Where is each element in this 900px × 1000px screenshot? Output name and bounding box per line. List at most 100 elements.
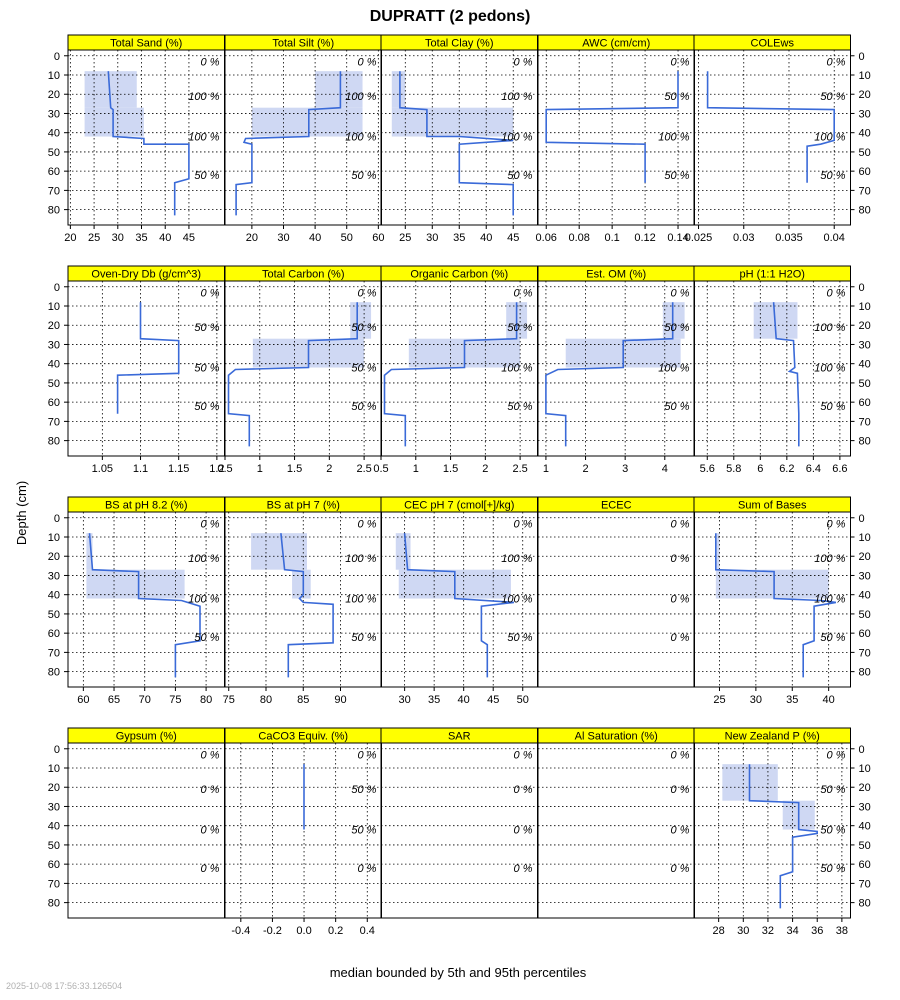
contributing-fraction-label: 0 % — [201, 784, 220, 796]
x-tick-label: 35 — [135, 232, 147, 244]
percentile-band — [86, 569, 185, 599]
y-tick-label: 0 — [859, 282, 865, 294]
panel-content — [225, 743, 382, 918]
x-tick-label: 40 — [823, 694, 835, 706]
contributing-fraction-label: 100 % — [501, 363, 532, 375]
contributing-fraction-label: 100 % — [345, 132, 376, 144]
y-tick-label: 20 — [859, 551, 871, 563]
contributing-fraction-label: 0 % — [358, 519, 377, 531]
y-tick-label: 0 — [54, 744, 60, 756]
y-tick-label: 30 — [48, 339, 60, 351]
contributing-fraction-label: 100 % — [188, 594, 219, 606]
y-tick-label: 70 — [859, 878, 871, 890]
panel-7: Organic Carbon (%) 0 % 50 % 100 % 50 % 0.5 1 1.… — [373, 265, 538, 475]
contributing-fraction-label: 0 % — [201, 519, 220, 531]
median-line — [748, 764, 819, 909]
contributing-fraction-label: 0 % — [358, 863, 377, 875]
contributing-fraction-label: 50 % — [194, 401, 219, 413]
median-line — [714, 533, 837, 678]
panel-strip-label: Total Clay (%) — [425, 38, 493, 50]
y-tick-label: 60 — [48, 628, 60, 640]
contributing-fraction-label: 0 % — [514, 57, 533, 69]
y-tick-label: 30 — [859, 570, 871, 582]
y-tick-label: 50 — [859, 609, 871, 621]
median-line — [383, 302, 518, 447]
y-tick-label: 30 — [48, 570, 60, 582]
panels-layer: Total Sand (%)0 %100 %100 %50 %20 25 30 35 4… — [48, 34, 871, 937]
panel-15: Gypsum (%) 0 % 0 % 0 % 0 % 0 10 20 30 40 50 60 70 80 — [48, 727, 225, 919]
percentile-band — [715, 569, 829, 599]
contributing-fraction-label: 100 % — [501, 132, 532, 144]
x-tick-label: 2 — [482, 463, 488, 475]
percentile-band — [715, 533, 720, 570]
y-tick-label: 80 — [48, 205, 60, 217]
y-tick-label: 0 — [859, 513, 865, 525]
contributing-fraction-label: 0 % — [201, 57, 220, 69]
x-tick-label: 20 — [246, 232, 258, 244]
panel-8: Est. OM (%) 0 % 50 % 100 % 50 % 1 2 3 4 — [537, 265, 695, 475]
x-tick-label: 1 — [413, 463, 419, 475]
contributing-fraction-label: 100 % — [501, 594, 532, 606]
percentile-band — [84, 107, 144, 137]
contributing-fraction-label: 50 % — [507, 632, 532, 644]
percentile-band — [315, 71, 363, 108]
y-tick-label: 20 — [48, 320, 60, 332]
contributing-fraction-label: 50 % — [194, 170, 219, 182]
x-tick-label: 2.5 — [512, 463, 527, 475]
panel-strip-label: Total Silt (%) — [272, 38, 334, 50]
x-tick-label: 36 — [811, 925, 823, 937]
contributing-fraction-label: 50 % — [194, 322, 219, 334]
percentile-band — [350, 302, 372, 339]
contributing-fraction-label: 50 % — [664, 91, 689, 103]
panel-frame — [693, 280, 851, 457]
x-tick-label: 0.06 — [536, 232, 557, 244]
contributing-fraction-label: 50 % — [351, 170, 376, 182]
percentile-band — [662, 302, 685, 339]
x-tick-label: 30 — [737, 925, 749, 937]
panel-18: Al Saturation (%) 0 % 0 % 0 % 0 % — [537, 727, 695, 919]
contributing-fraction-label: 0 % — [201, 750, 220, 762]
contributing-fraction-label: 0 % — [827, 750, 846, 762]
panel-3: AWC (cm/cm) 0 % 50 % 100 % 50 % 0.06 0.08 0.1 0.… — [536, 34, 695, 244]
x-tick-label: 50 — [341, 232, 353, 244]
panel-19: New Zealand P (%) 0 % 50 % 50 % 50 % 28 30 32 34… — [693, 727, 871, 937]
median-line — [88, 533, 201, 678]
y-tick-label: 80 — [48, 898, 60, 910]
panel-content — [381, 50, 538, 225]
panel-5: Oven-Dry Db (g/cm^3)0 % 50 % 50 % 50 % 1.05 1… — [48, 265, 225, 475]
y-tick-label: 80 — [859, 436, 871, 448]
x-tick-label: 6.2 — [779, 463, 794, 475]
panel-strip-label: Organic Carbon (%) — [410, 269, 508, 281]
contributing-fraction-label: 0 % — [514, 750, 533, 762]
percentile-band — [395, 533, 411, 570]
panel-content — [694, 281, 851, 456]
panel-strip-label: ECEC — [601, 500, 632, 512]
y-tick-label: 40 — [859, 359, 871, 371]
contributing-fraction-label: 100 % — [814, 363, 845, 375]
y-tick-label: 20 — [859, 782, 871, 794]
panel-strip-label: Gypsum (%) — [116, 731, 177, 743]
x-tick-label: 38 — [836, 925, 848, 937]
contributing-fraction-label: 50 % — [820, 401, 845, 413]
x-tick-label: 1.05 — [92, 463, 113, 475]
x-tick-label: 30 — [750, 694, 762, 706]
x-tick-label: 0.5 — [217, 463, 232, 475]
x-tick-label: 6 — [757, 463, 763, 475]
x-tick-label: 50 — [517, 694, 529, 706]
contributing-fraction-label: 0 % — [671, 632, 690, 644]
median-line — [280, 533, 334, 678]
contributing-fraction-label: 0 % — [514, 825, 533, 837]
contributing-fraction-label: 50 % — [507, 170, 532, 182]
panel-frame — [693, 742, 851, 919]
y-tick-label: 50 — [48, 609, 60, 621]
y-tick-label: 70 — [48, 878, 60, 890]
panel-strip-label: Est. OM (%) — [586, 269, 646, 281]
x-tick-label: 0.0 — [296, 925, 311, 937]
y-tick-label: 40 — [48, 590, 60, 602]
x-tick-label: -0.2 — [263, 925, 282, 937]
x-tick-label: 1.5 — [287, 463, 302, 475]
panel-strip-label: SAR — [448, 731, 471, 743]
contributing-fraction-label: 100 % — [345, 594, 376, 606]
contributing-fraction-label: 50 % — [664, 401, 689, 413]
x-tick-label: 75 — [169, 694, 181, 706]
